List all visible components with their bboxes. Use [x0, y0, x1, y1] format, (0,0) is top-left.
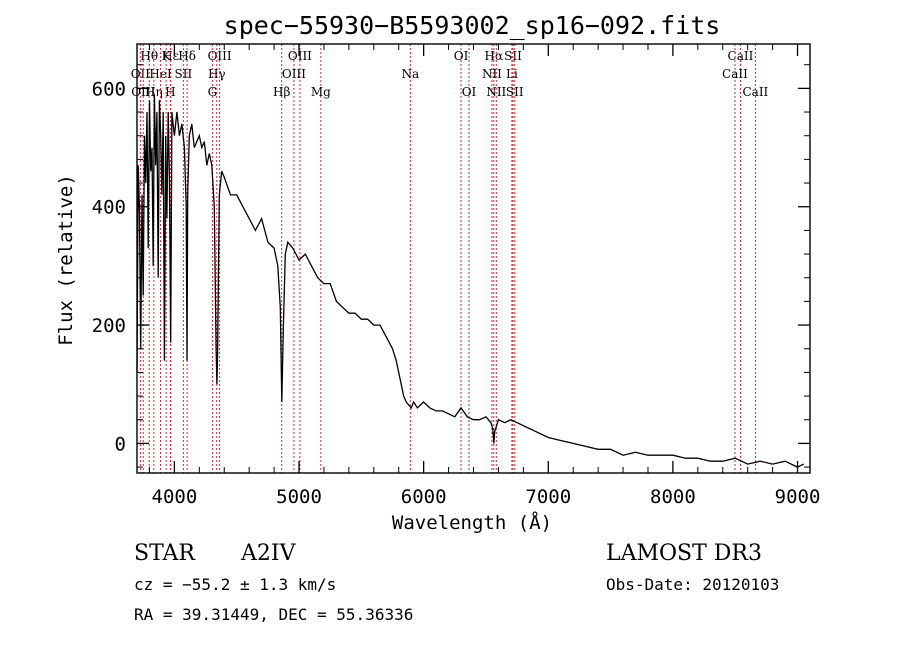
axes: 4000 5000 6000 7000 8000 9000 0 200 400 600: [92, 44, 821, 508]
x-tick-label: 9000: [775, 486, 821, 508]
line-marker-label: Mg: [311, 85, 331, 99]
line-marker-label: Na: [401, 67, 419, 81]
x-tick-label: 8000: [650, 486, 696, 508]
x-axis-label: Wavelength (Å): [392, 511, 552, 534]
line-marker-label: Hα: [485, 49, 504, 63]
redshift-velocity: cz = −55.2 ± 1.3 km/s: [134, 575, 336, 594]
line-marker-label: NII: [486, 85, 506, 99]
plot-frame: [136, 43, 811, 474]
line-marker-label: CaII: [742, 85, 768, 99]
survey-name: LAMOST DR3: [606, 541, 762, 566]
line-marker-label: G: [208, 85, 218, 99]
line-marker-label: OI: [462, 85, 477, 99]
line-marker-label: K: [162, 49, 172, 63]
line-marker-label: OIII: [288, 49, 312, 63]
y-tick-label: 600: [92, 78, 126, 100]
coordinates: RA = 39.31449, DEC = 55.36336: [134, 605, 413, 624]
line-marker-label: Hγ: [208, 67, 226, 81]
line-marker-label: H: [165, 85, 175, 99]
chart-title: spec−55930−B5593002_sp16−092.fits: [224, 11, 721, 40]
line-marker-label: SII: [504, 49, 522, 63]
line-marker-label: OIII: [208, 49, 232, 63]
line-marker-label: OIII: [282, 67, 306, 81]
line-marker-label: OII: [131, 67, 151, 81]
line-marker-label: NII: [482, 67, 502, 81]
object-subclass: A2IV: [240, 541, 297, 566]
spectrum-line: [136, 94, 805, 468]
line-marker-label: Li: [506, 67, 518, 81]
y-axis-label: Flux (relative): [55, 174, 77, 346]
line-marker-label: SII: [175, 67, 193, 81]
y-tick-label: 0: [115, 433, 126, 455]
line-marker-label: OI: [454, 49, 469, 63]
x-tick-label: 6000: [401, 486, 447, 508]
line-marker-label: SII: [506, 85, 524, 99]
line-marker-label: HeI: [149, 67, 172, 81]
line-marker-label: CaII: [722, 67, 748, 81]
line-marker-label: Hδ: [178, 49, 196, 63]
x-tick-label: 4000: [152, 486, 198, 508]
observation-date: Obs-Date: 20120103: [606, 575, 779, 594]
line-marker-label: Hβ: [273, 85, 290, 99]
line-marker-label: CaII: [728, 49, 754, 63]
y-tick-label: 200: [92, 315, 126, 337]
x-tick-label: 7000: [525, 486, 571, 508]
x-tick-label: 5000: [276, 486, 322, 508]
object-class: STAR: [134, 541, 196, 566]
y-tick-label: 400: [92, 197, 126, 219]
line-marker-label: Hη: [145, 85, 163, 99]
